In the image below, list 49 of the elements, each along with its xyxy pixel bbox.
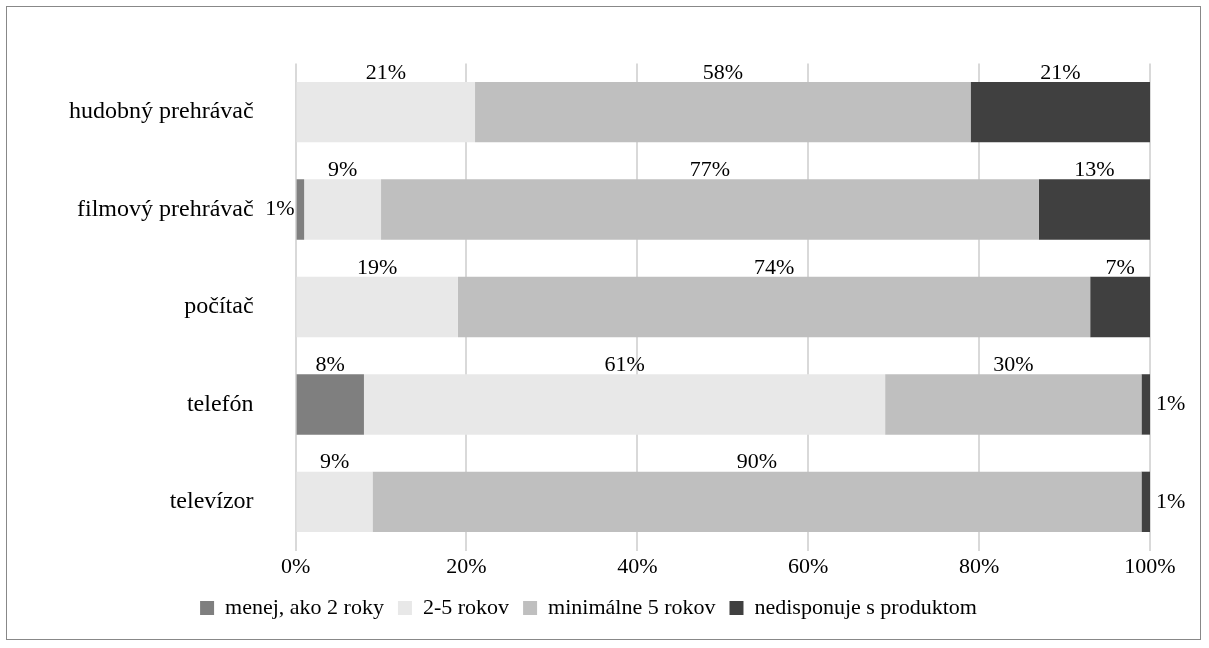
bar <box>457 276 1091 338</box>
legend-label: 2-5 rokov <box>422 593 510 619</box>
bar <box>296 276 458 338</box>
data-label: 90% <box>736 448 778 474</box>
bar <box>885 374 1142 435</box>
data-label: 19% <box>357 253 398 279</box>
data-label: 1% <box>1156 487 1186 513</box>
data-label: 13% <box>1074 156 1115 182</box>
data-label: 74% <box>753 253 795 279</box>
legend-label: minimálne 5 rokov <box>548 593 716 619</box>
bar <box>381 179 1039 240</box>
bar <box>296 179 305 240</box>
legend-label: nedisponuje s produktom <box>754 593 977 619</box>
bar <box>1141 374 1150 435</box>
y-tick-label: hudobný prehrávač <box>69 97 254 124</box>
x-tick-label: 20% <box>446 552 487 578</box>
y-tick-label: počítač <box>184 292 254 319</box>
data-label: 58% <box>702 58 743 84</box>
data-label: 9% <box>327 156 358 182</box>
data-label: 8% <box>315 351 345 377</box>
bar <box>970 81 1150 143</box>
data-label: 61% <box>604 351 645 377</box>
x-tick-label: 0% <box>280 552 311 578</box>
bar <box>363 374 886 435</box>
bar <box>296 81 476 143</box>
data-label: 1% <box>265 195 295 221</box>
data-label: 21% <box>1040 58 1081 84</box>
x-tick-label: 40% <box>617 552 658 578</box>
data-label: 21% <box>365 58 406 84</box>
data-label: 1% <box>1156 390 1186 416</box>
x-tick-label: 60% <box>788 552 829 578</box>
bar <box>296 471 373 533</box>
data-label: 30% <box>993 351 1034 377</box>
bar <box>372 471 1142 533</box>
y-tick-label: filmový prehrávač <box>77 194 254 221</box>
data-label: 9% <box>319 448 350 474</box>
data-label: 7% <box>1105 253 1135 279</box>
bar <box>304 179 382 240</box>
bar <box>296 374 364 435</box>
x-tick-label: 100% <box>1124 552 1176 578</box>
data-label: 77% <box>689 156 731 182</box>
y-tick-label: telefón <box>186 389 254 416</box>
bar <box>1090 276 1150 338</box>
legend-label: menej, ako 2 roky <box>225 593 384 619</box>
bar <box>1038 179 1150 240</box>
x-tick-label: 80% <box>958 552 1000 578</box>
bar <box>1141 471 1150 533</box>
bar <box>475 81 971 143</box>
y-tick-label: televízor <box>169 487 254 514</box>
